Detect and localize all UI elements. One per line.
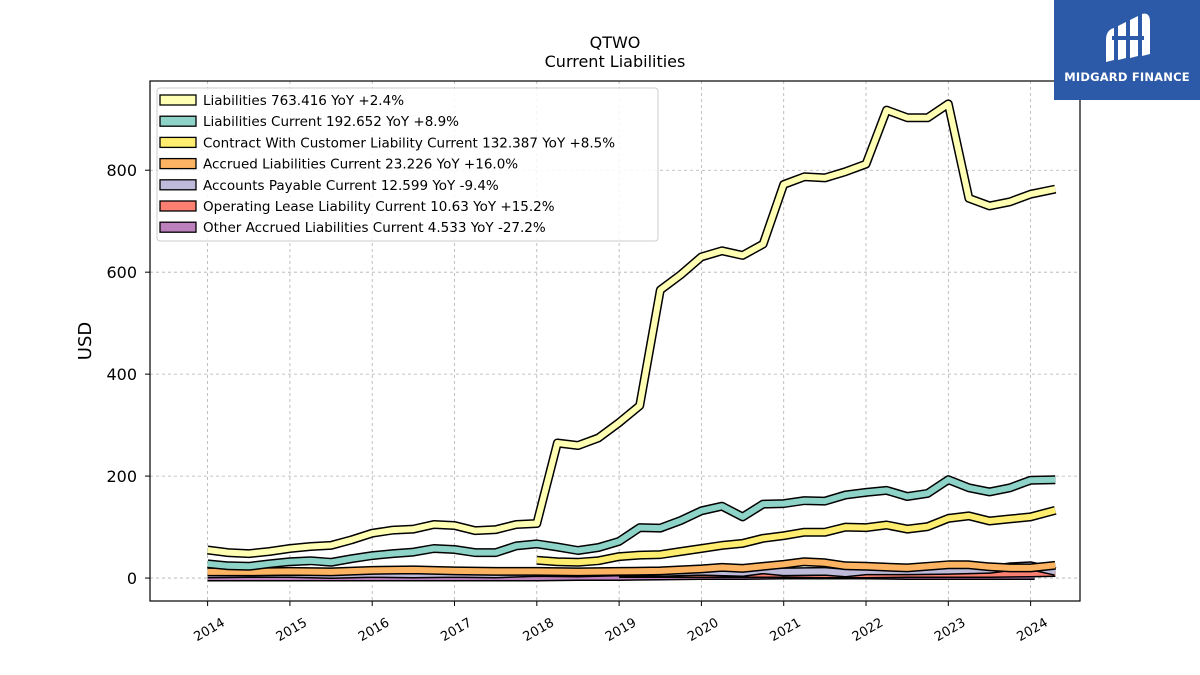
legend-box [156,87,659,242]
y-tick-label: 800 [106,161,137,180]
x-tick-label: 2023 [932,615,968,645]
legend-label: Liabilities Current 192.652 YoY +8.9% [203,114,459,130]
legend-label: Accrued Liabilities Current 23.226 YoY +… [203,157,518,173]
y-tick-label: 400 [106,365,137,384]
x-tick-label: 2020 [685,615,721,645]
x-tick-label: 2016 [356,615,392,645]
brand-logo-icon [1106,13,1150,62]
legend-label: Accounts Payable Current 12.599 YoY -9.4… [203,178,499,194]
legend-swatch [159,179,197,191]
legend-swatch [159,157,197,170]
brand-logo: MIDGARD FINANCE [1054,0,1200,100]
chart-subtitle: Current Liabilities [545,52,686,71]
y-axis-title: USD [75,322,96,360]
x-tick-label: 2018 [521,615,557,645]
legend-label: Contract With Customer Liability Current… [203,135,615,151]
x-tick-label: 2015 [274,615,310,645]
legend-swatch [159,94,197,106]
brand-logo-text: MIDGARD FINANCE [1064,70,1190,84]
legend-swatch [159,115,197,127]
legend: Liabilities 763.416 YoY +2.4% Liabilities… [156,87,659,242]
legend-swatch [159,136,197,149]
legend-label: Liabilities 763.416 YoY +2.4% [203,93,404,109]
legend-swatch [159,200,197,212]
series-line-contract-with-customer-liability-current [536,507,1057,566]
x-tick-label: 2024 [1014,615,1050,645]
x-tick-label: 2014 [191,615,227,645]
series-lines [207,99,1057,582]
series-line-liabilities [207,100,1056,557]
legend-swatch [159,221,197,233]
y-tick-label: 600 [106,263,137,282]
x-tick-label: 2019 [603,615,639,645]
series-line-liabilities-current [207,476,1056,570]
x-tick-label: 2021 [768,615,804,645]
plot-frame [149,80,1081,602]
x-tick-label: 2022 [850,615,886,645]
x-tick-label: 2017 [438,615,474,645]
legend-label: Operating Lease Liability Current 10.63 … [203,199,555,215]
legend-label: Other Accrued Liabilities Current 4.533 … [203,220,546,236]
y-tick-label: 200 [106,467,137,486]
series-line-accrued-liabilities-current [207,558,1056,575]
chart-title: QTWO [590,33,641,52]
y-tick-label: 0 [127,569,137,588]
